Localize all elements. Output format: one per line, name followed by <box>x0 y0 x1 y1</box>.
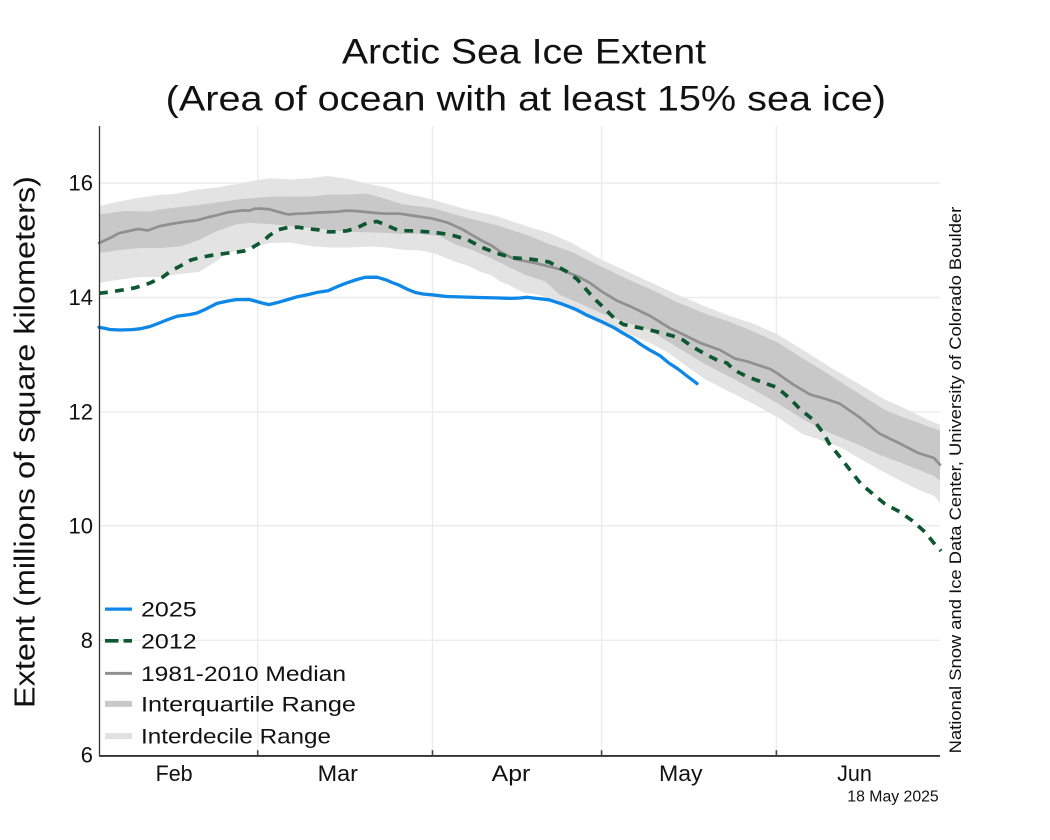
svg-text:12: 12 <box>69 400 94 425</box>
svg-text:8: 8 <box>81 628 93 653</box>
svg-text:Jun: Jun <box>837 761 872 786</box>
svg-text:2025: 2025 <box>141 598 197 622</box>
svg-text:Arctic Sea Ice Extent: Arctic Sea Ice Extent <box>342 33 706 72</box>
svg-text:2012: 2012 <box>141 629 197 653</box>
svg-text:1981-2010 Median: 1981-2010 Median <box>141 662 346 686</box>
svg-text:14: 14 <box>69 285 94 310</box>
svg-text:18 May 2025: 18 May 2025 <box>847 788 938 805</box>
svg-text:Extent (millions of square kil: Extent (millions of square kilometers) <box>10 176 42 708</box>
svg-text:16: 16 <box>69 171 94 196</box>
svg-text:Interquartile Range: Interquartile Range <box>141 692 356 716</box>
svg-text:National Snow and Ice Data Cen: National Snow and Ice Data Center, Unive… <box>946 206 965 753</box>
svg-text:10: 10 <box>69 514 94 539</box>
svg-text:Apr: Apr <box>492 761 531 786</box>
svg-text:Interdecile Range: Interdecile Range <box>141 725 331 749</box>
svg-text:Mar: Mar <box>318 761 358 786</box>
svg-text:(Area of ocean with at least 1: (Area of ocean with at least 15% sea ice… <box>166 80 886 119</box>
svg-text:May: May <box>659 761 703 786</box>
svg-text:6: 6 <box>81 742 93 767</box>
svg-text:Feb: Feb <box>156 761 193 786</box>
